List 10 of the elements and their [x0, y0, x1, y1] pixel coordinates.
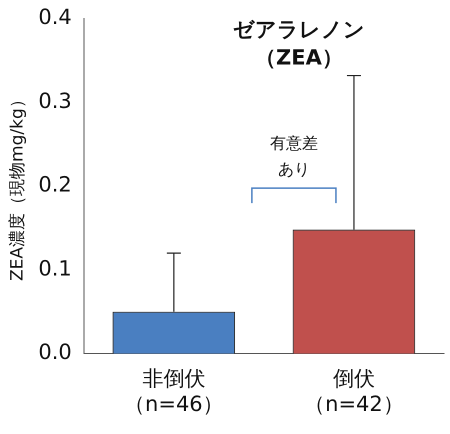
y-tick-label: 0.0	[38, 340, 72, 364]
x-tick-label: 倒伏（n=42）	[304, 366, 404, 416]
y-tick-label: 0.4	[38, 5, 72, 30]
y-tick-label: 0.2	[38, 172, 72, 197]
annotation: 有意差あり	[270, 133, 318, 178]
y-axis-title: ZEA濃度（現物mg/kg）	[8, 91, 28, 281]
y-tick-label: 0.3	[38, 88, 72, 113]
y-tick-label: 0.1	[38, 256, 72, 280]
text: ゼアラレノン（ZEA）	[232, 18, 365, 70]
x-tick-label: 非倒伏（n=46）	[124, 366, 224, 416]
